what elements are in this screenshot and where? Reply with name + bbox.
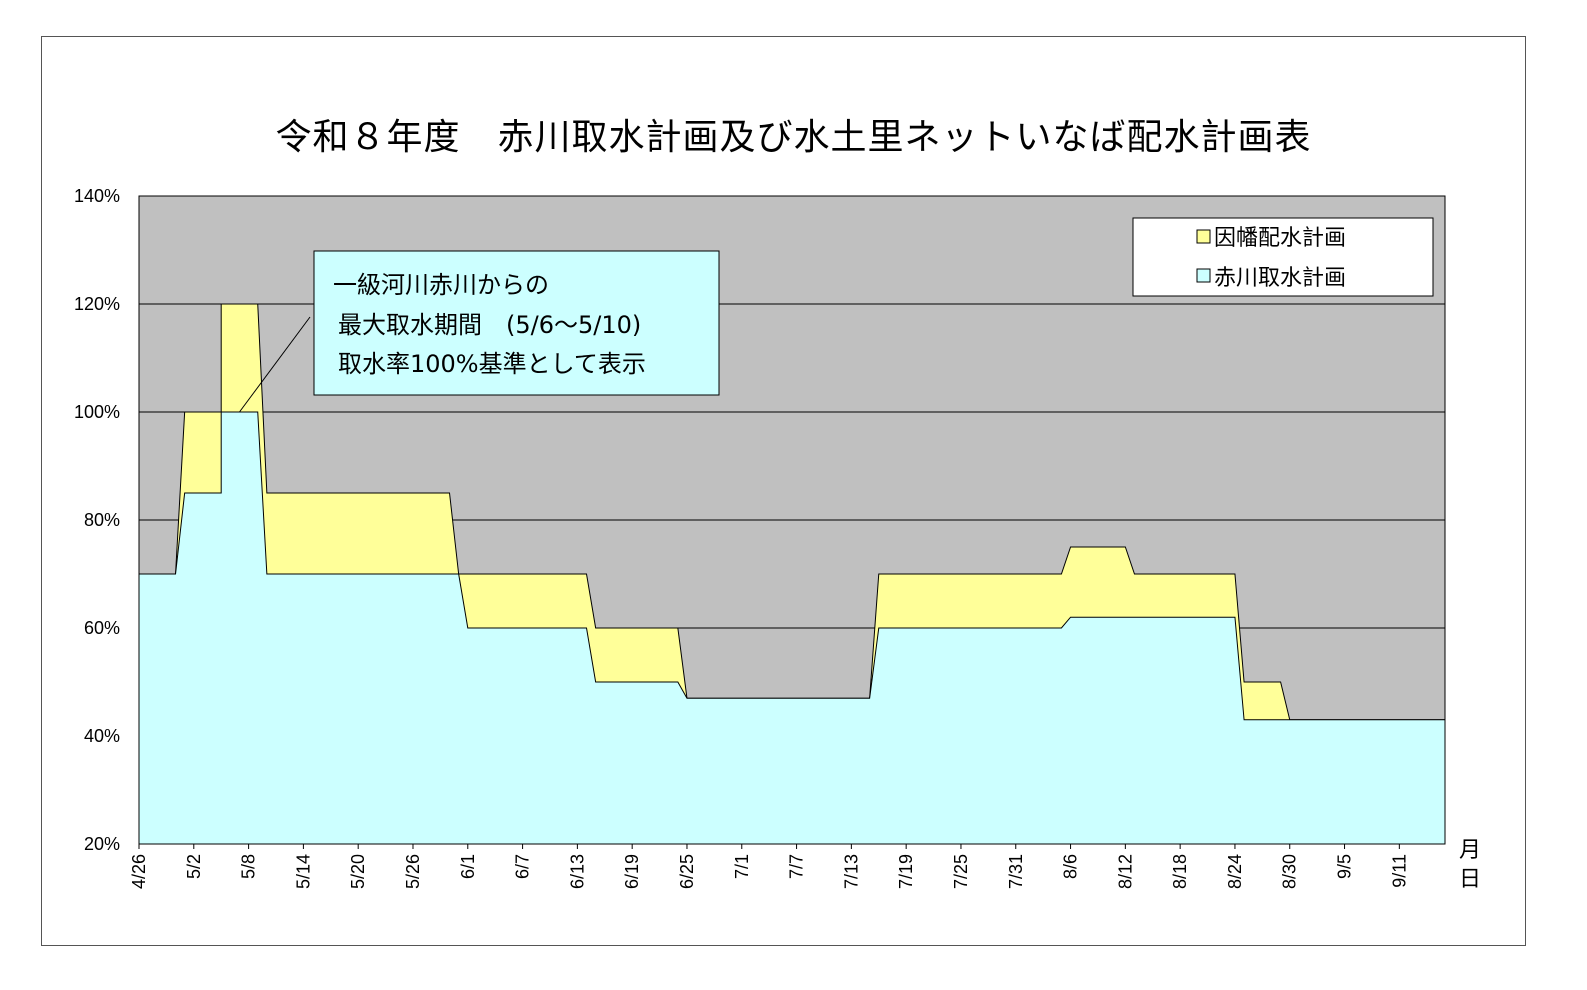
x-tick-label: 9/11 xyxy=(1389,854,1409,888)
x-tick-label: 4/26 xyxy=(129,854,149,889)
y-tick-label: 140% xyxy=(74,186,120,206)
y-tick-label: 20% xyxy=(84,834,120,854)
legend-swatch-cyan xyxy=(1196,268,1211,283)
annotation-callout: 一級河川赤川からの 最大取水期間 (5/6～5/10) 取水率100%基準として… xyxy=(239,250,720,413)
x-tick-label: 5/14 xyxy=(293,854,313,889)
x-axis-unit-char-2: 日 xyxy=(1459,867,1481,892)
y-axis: 20% 40% 60% 80% 100% 120% 140% xyxy=(74,186,120,854)
legend-box xyxy=(1132,217,1434,297)
x-tick-label: 6/7 xyxy=(513,854,533,879)
x-tick-label: 6/1 xyxy=(458,854,478,879)
x-tick-label: 8/12 xyxy=(1115,854,1135,889)
x-tick-label: 7/1 xyxy=(732,854,752,879)
x-tick-label: 6/25 xyxy=(677,854,697,889)
annotation-line-2: 最大取水期間 (5/6～5/10) xyxy=(338,311,641,339)
x-tick-label: 7/13 xyxy=(841,854,861,889)
y-tick-label: 80% xyxy=(84,510,120,530)
y-tick-label: 120% xyxy=(74,294,120,314)
annotation-line-1: 一級河川赤川からの xyxy=(333,271,549,299)
x-tick-label: 5/20 xyxy=(348,854,368,889)
annotation-box xyxy=(313,250,720,396)
x-tick-label: 6/13 xyxy=(567,854,587,889)
legend-label-inaba: 因幡配水計画 xyxy=(1214,226,1346,251)
x-tick-label: 8/18 xyxy=(1170,854,1190,889)
y-tick-label: 40% xyxy=(84,726,120,746)
x-tick-label: 7/7 xyxy=(787,854,807,879)
x-axis: 4/26 5/2 5/8 5/14 5/20 5/26 6/1 6/7 6/13 6/19 6/25… xyxy=(129,844,1409,889)
x-tick-label: 5/8 xyxy=(239,854,259,879)
x-tick-label: 5/26 xyxy=(403,854,423,889)
legend: 因幡配水計画 赤川取水計画 xyxy=(1132,217,1434,297)
x-tick-label: 8/6 xyxy=(1061,854,1081,879)
chart-title: 令和８年度 赤川取水計画及び水土里ネットいなば配水計画表 xyxy=(275,117,1312,158)
y-tick-label: 60% xyxy=(84,618,120,638)
area-series-akagawa xyxy=(138,411,1446,845)
x-tick-label: 7/19 xyxy=(896,854,916,889)
x-tick-label: 7/25 xyxy=(951,854,971,889)
x-tick-label: 8/24 xyxy=(1225,854,1245,889)
x-tick-label: 9/5 xyxy=(1335,854,1355,879)
x-tick-label: 6/19 xyxy=(622,854,642,889)
x-tick-label: 7/31 xyxy=(1006,854,1026,889)
annotation-leader-line xyxy=(239,316,311,413)
legend-label-akagawa: 赤川取水計画 xyxy=(1214,266,1346,291)
x-axis-unit-char-1: 月 xyxy=(1459,838,1481,863)
y-tick-label: 100% xyxy=(74,402,120,422)
area-series xyxy=(138,303,1446,845)
annotation-line-3: 取水率100%基準として表示 xyxy=(338,350,646,378)
x-tick-label: 8/30 xyxy=(1280,854,1300,889)
x-axis-unit-label: 月 日 xyxy=(1459,838,1481,892)
x-tick-label: 5/2 xyxy=(184,854,204,879)
legend-swatch-yellow xyxy=(1196,229,1211,244)
